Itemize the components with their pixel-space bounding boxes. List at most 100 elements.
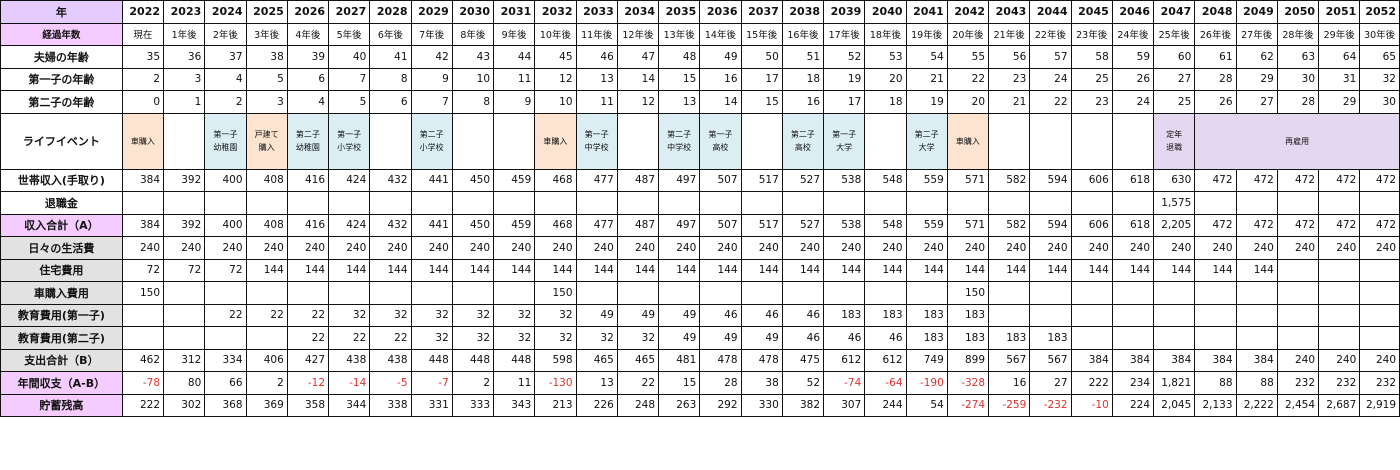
value-cell[interactable] (1235, 303, 1278, 327)
elapsed-cell[interactable]: 15年後 (740, 22, 783, 46)
value-cell[interactable] (699, 191, 742, 215)
value-cell[interactable]: 240 (1359, 236, 1400, 260)
value-cell[interactable] (328, 191, 371, 215)
value-cell[interactable]: 240 (781, 236, 825, 260)
elapsed-cell[interactable]: 7年後 (410, 22, 453, 46)
value-cell[interactable]: 240 (988, 236, 1031, 260)
value-cell[interactable]: 472 (1276, 168, 1320, 192)
value-cell[interactable]: 32 (410, 326, 453, 350)
age-cell[interactable]: 7 (410, 90, 453, 114)
age-cell[interactable]: 53 (864, 45, 907, 69)
year-cell[interactable]: 2048 (1194, 0, 1237, 24)
value-cell[interactable]: 183 (864, 303, 907, 327)
year-cell[interactable]: 2040 (864, 0, 907, 24)
value-cell[interactable] (988, 303, 1031, 327)
elapsed-cell[interactable]: 26年後 (1194, 22, 1237, 46)
life-event-cell[interactable] (493, 112, 536, 170)
value-cell[interactable] (451, 281, 495, 305)
value-cell[interactable]: 22 (328, 326, 371, 350)
value-cell[interactable] (1111, 191, 1155, 215)
age-cell[interactable]: 5 (328, 90, 371, 114)
value-cell[interactable] (1318, 303, 1361, 327)
age-cell[interactable]: 46 (575, 45, 618, 69)
value-cell[interactable]: 2 (451, 371, 495, 395)
value-cell[interactable]: 28 (699, 371, 742, 395)
elapsed-cell[interactable]: 17年後 (823, 22, 866, 46)
value-cell[interactable]: 1,575 (1153, 191, 1196, 215)
value-cell[interactable]: 477 (575, 168, 618, 192)
life-event-cell[interactable]: 定年 退職 (1153, 112, 1196, 170)
value-cell[interactable]: 144 (451, 258, 495, 282)
value-cell[interactable]: 538 (823, 213, 866, 237)
value-cell[interactable]: 232 (1359, 371, 1400, 395)
value-cell[interactable]: 32 (410, 303, 453, 327)
age-cell[interactable]: 30 (1359, 90, 1400, 114)
value-cell[interactable]: 472 (1359, 168, 1400, 192)
value-cell[interactable]: 22 (286, 326, 330, 350)
value-cell[interactable]: -259 (988, 393, 1031, 417)
value-cell[interactable]: 46 (781, 303, 825, 327)
value-cell[interactable] (121, 303, 165, 327)
value-cell[interactable]: 224 (1111, 393, 1155, 417)
age-cell[interactable]: 18 (781, 67, 825, 91)
value-cell[interactable]: 72 (121, 258, 165, 282)
value-cell[interactable]: 144 (1070, 258, 1113, 282)
value-cell[interactable]: 144 (740, 258, 783, 282)
value-cell[interactable]: 392 (163, 168, 206, 192)
age-cell[interactable]: 65 (1359, 45, 1400, 69)
value-cell[interactable]: 144 (946, 258, 990, 282)
value-cell[interactable]: 22 (204, 303, 247, 327)
year-cell[interactable]: 2051 (1318, 0, 1361, 24)
elapsed-cell[interactable]: 3年後 (245, 22, 288, 46)
value-cell[interactable] (1029, 303, 1072, 327)
value-cell[interactable]: 232 (1318, 371, 1361, 395)
value-cell[interactable]: 22 (245, 303, 288, 327)
value-cell[interactable]: 448 (451, 348, 495, 372)
age-cell[interactable]: 55 (946, 45, 990, 69)
value-cell[interactable]: 899 (946, 348, 990, 372)
age-cell[interactable]: 2 (204, 90, 247, 114)
value-cell[interactable]: -274 (946, 393, 990, 417)
value-cell[interactable] (1276, 191, 1320, 215)
year-cell[interactable]: 2030 (451, 0, 495, 24)
value-cell[interactable] (245, 191, 288, 215)
year-cell[interactable]: 2024 (204, 0, 247, 24)
value-cell[interactable] (1153, 303, 1196, 327)
age-cell[interactable]: 48 (658, 45, 701, 69)
year-cell[interactable]: 2023 (163, 0, 206, 24)
value-cell[interactable] (1235, 191, 1278, 215)
value-cell[interactable]: 240 (740, 236, 783, 260)
elapsed-cell[interactable]: 6年後 (369, 22, 412, 46)
age-cell[interactable]: 17 (823, 90, 866, 114)
value-cell[interactable]: 448 (410, 348, 453, 372)
value-cell[interactable] (1070, 191, 1113, 215)
age-cell[interactable]: 50 (740, 45, 783, 69)
value-cell[interactable]: 240 (1111, 236, 1155, 260)
value-cell[interactable]: 424 (328, 213, 371, 237)
value-cell[interactable]: -74 (823, 371, 866, 395)
value-cell[interactable]: 606 (1070, 168, 1113, 192)
value-cell[interactable]: 183 (1029, 326, 1072, 350)
value-cell[interactable] (286, 281, 330, 305)
value-cell[interactable]: 240 (575, 236, 618, 260)
value-cell[interactable]: 408 (245, 168, 288, 192)
value-cell[interactable]: 144 (781, 258, 825, 282)
reemployment-cell[interactable]: 再雇用 (1194, 112, 1400, 170)
value-cell[interactable]: 240 (1318, 348, 1361, 372)
age-cell[interactable]: 41 (369, 45, 412, 69)
value-cell[interactable]: 472 (1359, 213, 1400, 237)
value-cell[interactable]: 384 (1194, 348, 1237, 372)
value-cell[interactable]: 2 (245, 371, 288, 395)
value-cell[interactable]: 240 (1194, 236, 1237, 260)
value-cell[interactable]: 462 (121, 348, 165, 372)
value-cell[interactable]: 472 (1235, 168, 1278, 192)
age-cell[interactable]: 3 (163, 67, 206, 91)
value-cell[interactable]: 497 (658, 213, 701, 237)
value-cell[interactable]: 144 (864, 258, 907, 282)
value-cell[interactable]: 72 (204, 258, 247, 282)
value-cell[interactable]: 46 (781, 326, 825, 350)
value-cell[interactable] (1276, 326, 1320, 350)
value-cell[interactable]: 32 (369, 303, 412, 327)
elapsed-cell[interactable]: 22年後 (1029, 22, 1072, 46)
age-cell[interactable]: 52 (823, 45, 866, 69)
